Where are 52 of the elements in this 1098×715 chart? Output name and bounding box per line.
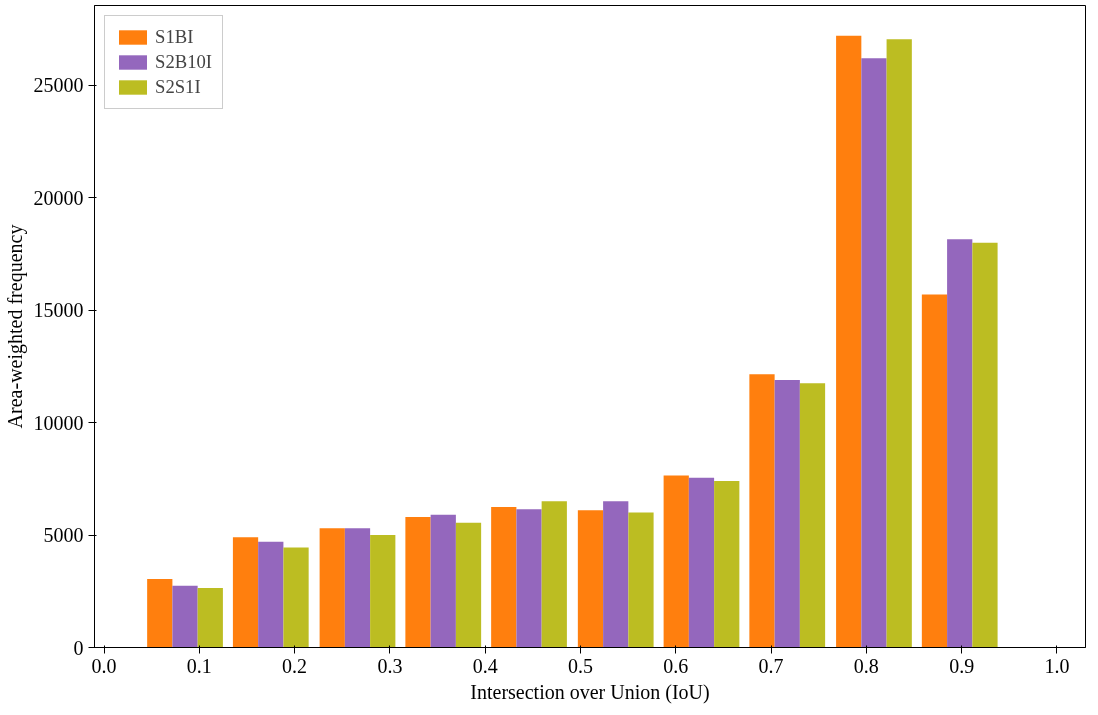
y-axis-title: Area-weighted frequency — [3, 224, 27, 429]
x-tick-label: 1.0 — [1044, 654, 1070, 677]
bar — [603, 501, 629, 648]
bar — [283, 547, 309, 648]
x-tick-label: 0.5 — [567, 654, 593, 677]
x-tick-label: 0.7 — [758, 654, 784, 677]
bar — [197, 587, 223, 648]
legend-label: S2B10I — [155, 51, 213, 73]
bar — [577, 510, 604, 648]
bar — [516, 509, 542, 648]
bar — [861, 58, 887, 648]
bar — [836, 35, 862, 648]
bar — [232, 537, 259, 648]
bar — [714, 481, 740, 648]
y-tick-label: 20000 — [33, 186, 84, 209]
bar — [886, 39, 912, 648]
bar — [344, 528, 371, 648]
bar — [688, 477, 715, 648]
x-tick-label: 0.9 — [949, 654, 975, 677]
bar — [319, 528, 345, 648]
bar — [370, 535, 396, 648]
x-axis-title: Intersection over Union (IoU) — [470, 680, 710, 704]
bar — [947, 239, 973, 648]
bar — [405, 517, 431, 648]
legend-label: S1BI — [155, 26, 194, 48]
x-tick-label: 0.6 — [663, 654, 689, 677]
bar — [172, 585, 198, 648]
bar — [258, 541, 284, 648]
bar — [541, 501, 567, 648]
legend-label: S2S1I — [155, 76, 201, 98]
bar — [749, 374, 775, 648]
bar — [921, 294, 948, 648]
bar — [430, 514, 456, 648]
x-tick-label: 0.2 — [282, 654, 308, 677]
x-tick-label: 0.3 — [377, 654, 403, 677]
bar — [799, 383, 826, 648]
x-tick-label: 0.4 — [472, 654, 498, 677]
y-tick-label: 15000 — [33, 299, 84, 322]
bar — [774, 379, 800, 648]
bar — [628, 512, 654, 648]
bar — [455, 522, 482, 648]
bar — [972, 242, 998, 648]
x-tick-label: 0.8 — [853, 654, 879, 677]
y-tick-label: 5000 — [43, 524, 84, 547]
y-tick-label: 0 — [73, 636, 84, 659]
bar — [491, 506, 517, 648]
y-tick-label: 25000 — [33, 74, 84, 97]
bar — [663, 475, 689, 648]
x-tick-label: 0.1 — [186, 654, 212, 677]
x-tick-label: 0.0 — [91, 654, 117, 677]
y-tick-label: 10000 — [33, 411, 84, 434]
bar — [147, 578, 173, 648]
